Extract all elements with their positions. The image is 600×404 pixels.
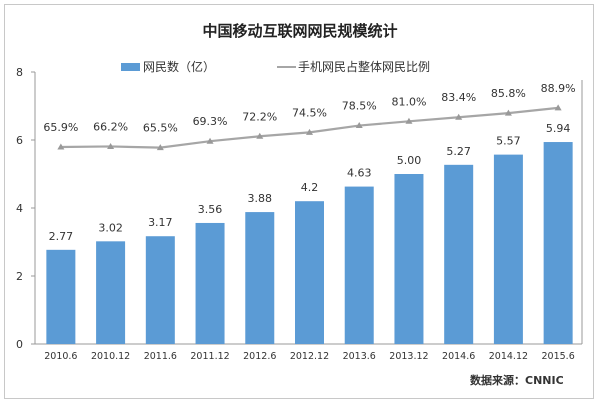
line-value-label: 83.4%: [441, 91, 476, 104]
line-marker: [306, 128, 313, 135]
line-value-label: 72.2%: [242, 110, 277, 123]
y-tick-label: 6: [16, 134, 23, 147]
y-tick-label: 2: [16, 270, 23, 283]
bar-value-label: 5.27: [446, 145, 471, 158]
line-value-label: 78.5%: [342, 100, 377, 113]
y-tick-label: 8: [16, 66, 23, 79]
line-value-label: 81.0%: [391, 95, 426, 108]
legend-line-label: 手机网民占整体网民比例: [298, 59, 430, 74]
x-tick-label: 2012.6: [243, 351, 276, 362]
line-marker: [107, 142, 115, 149]
bar: [295, 201, 324, 344]
bar-value-label: 2.77: [49, 230, 74, 243]
bar-value-label: 4.2: [301, 181, 319, 194]
line-value-label: 88.9%: [541, 82, 576, 95]
bar-value-label: 5.00: [397, 154, 422, 167]
bar: [444, 164, 474, 344]
line-marker: [405, 117, 413, 124]
chart-title: 中国移动互联网网民规模统计: [202, 22, 397, 40]
x-tick-label: 2010.6: [44, 351, 77, 362]
x-tick-label: 2012.12: [290, 351, 329, 362]
line-value-label: 69.3%: [193, 115, 228, 128]
bar-value-label: 3.02: [98, 221, 123, 234]
legend-bar-label: 网民数（亿）: [143, 59, 215, 74]
line-marker: [156, 144, 164, 151]
bar: [344, 186, 374, 344]
line-value-label: 65.5%: [143, 122, 178, 135]
line-marker: [355, 122, 363, 129]
bar: [493, 154, 523, 344]
line-marker: [504, 109, 512, 116]
y-tick-label: 4: [16, 202, 23, 215]
x-tick-label: 2011.6: [144, 351, 177, 362]
chart-frame: [4, 4, 594, 399]
line-marker: [455, 113, 463, 120]
bar-value-label: 3.56: [198, 203, 223, 216]
bar: [543, 142, 573, 344]
line-marker: [57, 143, 65, 150]
bar: [195, 222, 225, 344]
x-tick-label: 2013.12: [389, 351, 428, 362]
line-marker: [256, 132, 264, 139]
bar-value-label: 3.88: [248, 192, 273, 205]
line-value-label: 66.2%: [93, 120, 128, 133]
x-tick-label: 2011.12: [190, 351, 229, 362]
line-value-label: 74.5%: [292, 106, 327, 119]
x-tick-label: 2015.6: [542, 351, 575, 362]
source-note: 数据来源：CNNIC: [470, 373, 564, 387]
bar: [145, 236, 175, 344]
x-tick-label: 2014.6: [442, 351, 475, 362]
x-tick-label: 2013.6: [343, 351, 376, 362]
y-tick-label: 0: [16, 338, 23, 351]
bar-value-label: 5.94: [546, 122, 571, 135]
bar-value-label: 4.63: [347, 167, 372, 180]
bar: [245, 212, 275, 344]
legend-bar-swatch: [121, 63, 140, 71]
bar: [394, 174, 424, 344]
line-value-label: 65.9%: [43, 121, 78, 134]
bar-value-label: 3.17: [148, 216, 173, 229]
x-tick-label: 2014.12: [489, 351, 528, 362]
line-marker: [206, 137, 214, 144]
line-value-label: 85.8%: [491, 87, 526, 100]
bar-value-label: 5.57: [496, 135, 521, 148]
bar: [96, 241, 126, 344]
x-tick-label: 2010.12: [91, 351, 130, 362]
line-marker: [554, 104, 562, 111]
bar: [46, 249, 76, 344]
